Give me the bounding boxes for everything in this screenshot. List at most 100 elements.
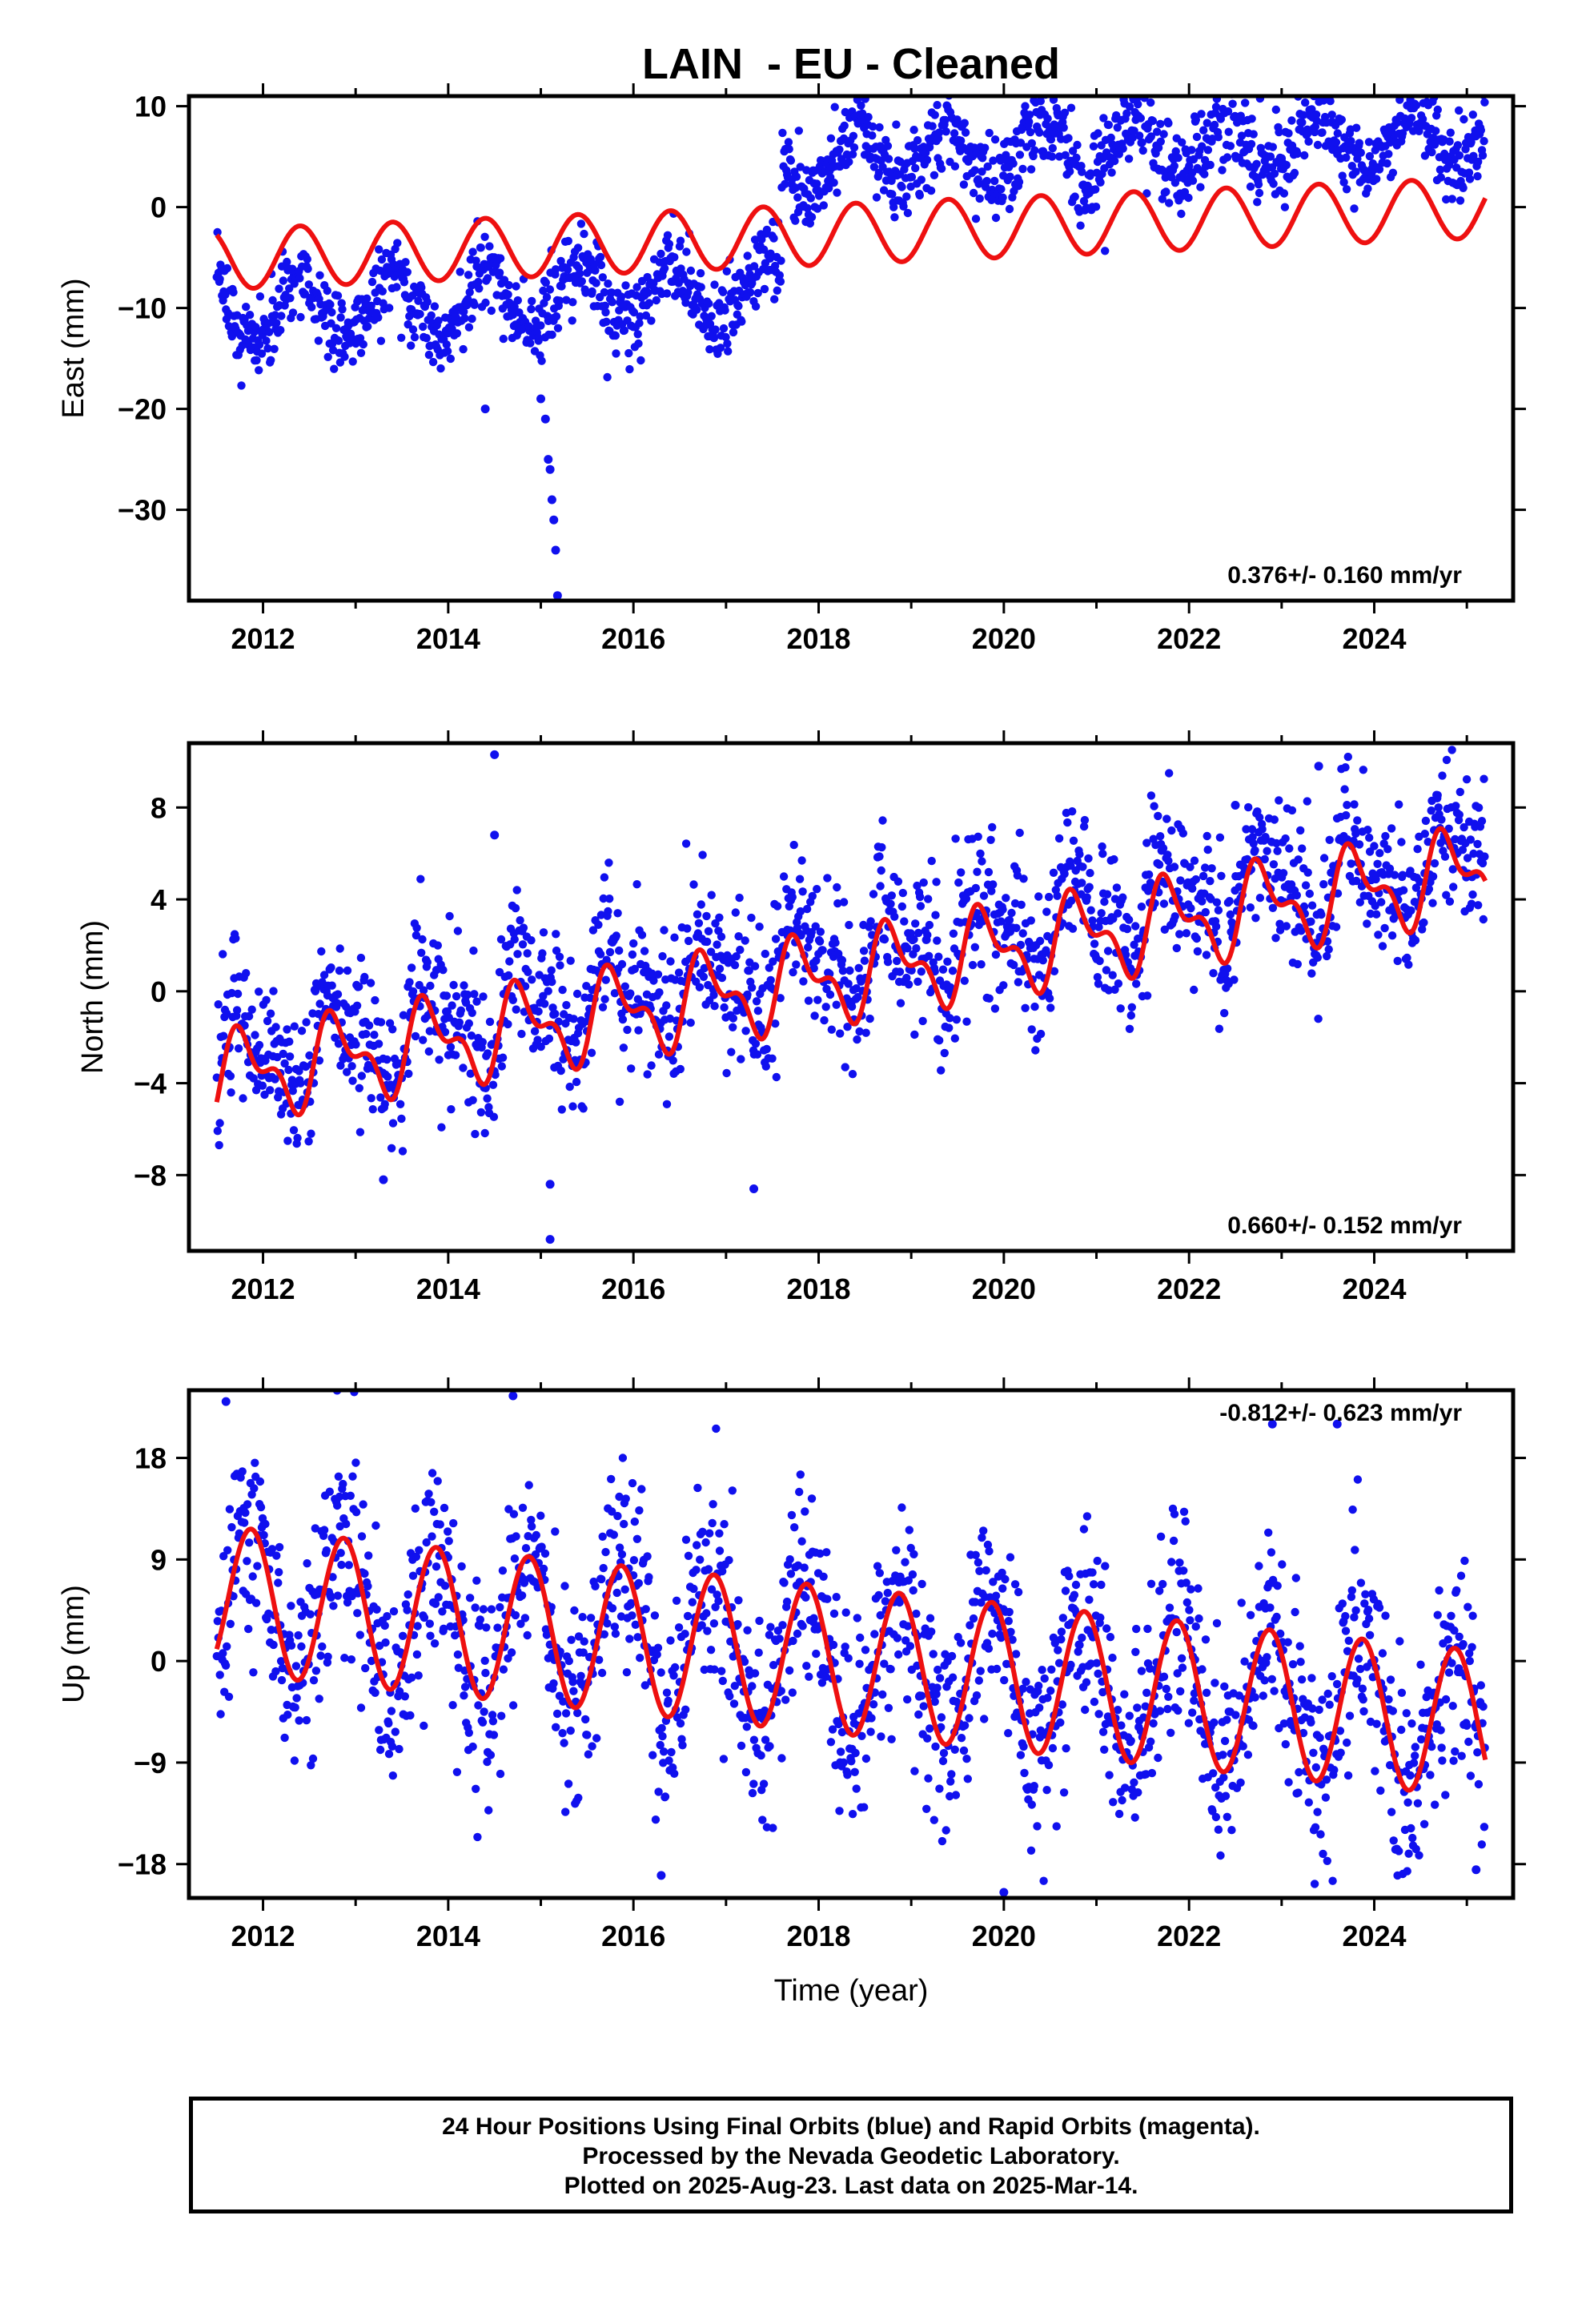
- data-point: [1343, 801, 1351, 810]
- data-point: [262, 995, 271, 1005]
- data-point: [1273, 846, 1282, 855]
- data-point: [448, 1001, 456, 1010]
- data-point: [407, 341, 416, 350]
- data-point: [1005, 1607, 1014, 1617]
- data-point: [1188, 176, 1198, 185]
- data-point: [979, 891, 989, 900]
- data-point: [504, 280, 513, 290]
- data-point: [1092, 1659, 1102, 1667]
- data-point: [1203, 845, 1212, 854]
- data-point: [1074, 1647, 1082, 1656]
- data-point: [866, 917, 875, 926]
- data-point: [490, 750, 500, 759]
- data-point: [1104, 120, 1114, 130]
- data-point: [1214, 906, 1223, 915]
- data-point: [430, 1507, 439, 1517]
- data-point: [527, 1522, 536, 1531]
- data-point: [556, 961, 564, 970]
- data-point: [1212, 898, 1222, 907]
- data-point: [223, 263, 232, 273]
- data-point: [1014, 1587, 1023, 1597]
- data-point: [368, 1105, 377, 1114]
- data-point: [802, 904, 812, 914]
- data-point: [538, 949, 547, 958]
- data-point: [841, 1608, 850, 1617]
- data-point: [314, 336, 323, 345]
- data-point: [337, 299, 346, 308]
- data-point: [496, 935, 506, 944]
- data-point: [239, 1094, 247, 1103]
- data-point: [600, 1630, 608, 1639]
- data-point: [480, 1128, 489, 1138]
- data-point: [376, 1018, 386, 1027]
- data-point: [1388, 129, 1397, 138]
- data-point: [408, 987, 418, 996]
- data-point: [1433, 790, 1442, 800]
- data-point: [478, 1038, 487, 1047]
- data-point: [434, 1593, 443, 1602]
- data-point: [1178, 829, 1188, 838]
- data-point: [1350, 1613, 1359, 1622]
- data-point: [1215, 833, 1225, 842]
- data-point: [1267, 1675, 1277, 1683]
- data-point: [404, 1590, 412, 1599]
- data-point: [804, 943, 813, 952]
- data-point: [867, 1714, 876, 1723]
- data-point: [656, 1740, 665, 1750]
- data-point: [479, 992, 488, 1001]
- data-point: [1365, 151, 1375, 161]
- data-point: [275, 1568, 283, 1577]
- data-point: [1291, 1607, 1299, 1617]
- data-point: [1260, 854, 1269, 864]
- data-point: [1088, 1568, 1097, 1577]
- data-point: [351, 1040, 360, 1049]
- data-point: [1169, 1536, 1178, 1546]
- data-point: [1247, 139, 1256, 149]
- data-point: [304, 1137, 313, 1146]
- data-point: [849, 131, 858, 140]
- data-point: [288, 308, 298, 317]
- data-point: [223, 1642, 231, 1651]
- data-point: [987, 195, 996, 204]
- data-point: [682, 247, 691, 256]
- data-point: [782, 1597, 792, 1606]
- data-point: [893, 956, 901, 966]
- data-point: [1473, 171, 1482, 181]
- data-point: [1227, 1826, 1236, 1835]
- data-point: [1068, 807, 1077, 816]
- data-point: [831, 939, 840, 947]
- data-point: [1170, 862, 1179, 871]
- data-point: [1079, 1525, 1089, 1534]
- data-point: [1052, 1822, 1061, 1831]
- data-point: [776, 277, 785, 286]
- data-point: [1223, 1715, 1231, 1724]
- data-point: [1135, 131, 1144, 140]
- data-point: [1086, 869, 1094, 878]
- data-point: [1323, 1856, 1332, 1865]
- data-point: [912, 944, 921, 953]
- data-point: [1263, 1653, 1271, 1662]
- data-point: [1130, 1813, 1139, 1822]
- data-point: [773, 1626, 783, 1635]
- data-point: [755, 1616, 764, 1626]
- data-point: [355, 334, 365, 343]
- data-point: [1350, 204, 1359, 213]
- data-point: [821, 1003, 830, 1011]
- data-point: [1059, 123, 1068, 132]
- data-point: [1251, 1693, 1259, 1702]
- data-point: [1276, 1629, 1285, 1638]
- data-point: [389, 1606, 399, 1616]
- data-point: [294, 1630, 303, 1640]
- data-point: [404, 320, 412, 329]
- data-point: [562, 296, 571, 304]
- data-point: [284, 1065, 293, 1075]
- data-point: [363, 1582, 372, 1591]
- data-point: [245, 311, 255, 320]
- data-point: [1397, 838, 1406, 846]
- data-point: [974, 1558, 983, 1567]
- data-point: [328, 346, 338, 355]
- data-point: [716, 344, 725, 352]
- data-point: [915, 191, 925, 200]
- data-point: [1201, 863, 1210, 872]
